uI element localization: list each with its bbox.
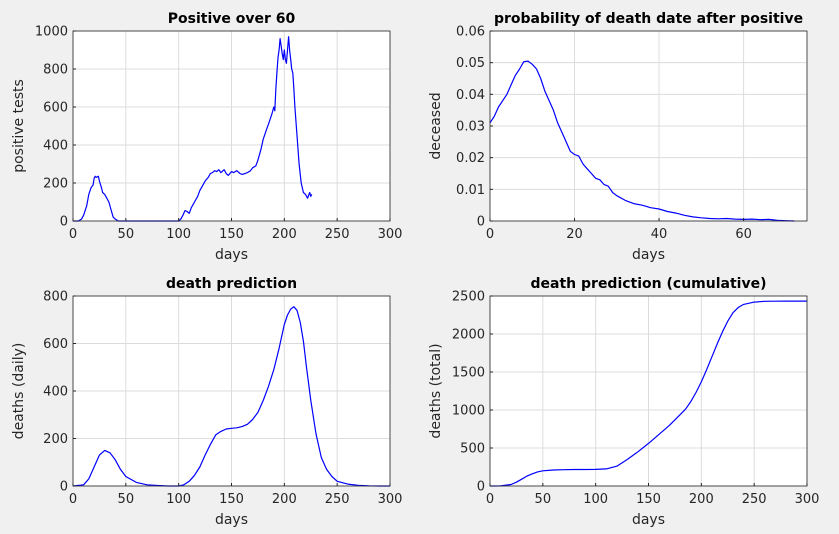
y-tick-label: 0.06: [456, 25, 485, 40]
x-tick-label: 200: [272, 227, 297, 242]
y-tick-label: 0: [60, 480, 68, 495]
series-line-1: [72, 306, 390, 487]
y-tick-label: 600: [43, 337, 68, 352]
y-tick-label: 0: [477, 215, 485, 230]
x-tick-label: 60: [735, 227, 752, 242]
y-tick-label: 0.01: [456, 183, 485, 198]
y-axis-label: positive tests: [11, 79, 27, 173]
x-tick-label: 50: [118, 227, 135, 242]
x-tick-label: 300: [795, 492, 820, 507]
x-tick-label: 250: [325, 492, 350, 507]
chart-title: probability of death date after positive: [494, 11, 803, 27]
subplot-4: 0 50 100 150 200 250 300 0 500 1000 1500 2000 2500 de…: [428, 276, 819, 528]
y-tick-label: 400: [43, 385, 68, 400]
x-tick-label: 0: [69, 227, 77, 242]
y-tick-label: 2000: [452, 328, 485, 343]
x-tick-label: 200: [272, 492, 297, 507]
x-tick-label: 100: [583, 492, 608, 507]
x-axis-label: days: [632, 247, 665, 263]
y-tick-label: 2500: [452, 290, 485, 305]
series-line-1: [489, 60, 795, 222]
y-tick-label: 0: [60, 215, 68, 230]
x-tick-label: 40: [651, 227, 668, 242]
x-tick-label: 300: [378, 492, 403, 507]
y-tick-label: 200: [43, 177, 68, 192]
y-tick-label: 0.03: [456, 120, 485, 135]
y-tick-label: 1000: [452, 404, 485, 419]
series-line-1: [73, 36, 313, 222]
y-tick-label: 200: [43, 432, 68, 447]
x-tick-label: 0: [69, 492, 77, 507]
x-tick-label: 250: [325, 227, 350, 242]
series-line-1: [489, 300, 807, 487]
chart-title: death prediction: [166, 276, 297, 292]
y-axis-label: deaths (total): [428, 343, 444, 438]
y-tick-label: 0: [477, 480, 485, 495]
x-tick-label: 100: [166, 492, 191, 507]
y-axis-label: deaths (daily): [11, 343, 27, 440]
y-axis-label: deceased: [428, 92, 444, 159]
y-tick-label: 0.02: [456, 151, 485, 166]
subplot-3: 0 50 100 150 200 250 300 0 200 400 600 800 death pre…: [11, 276, 402, 528]
x-tick-label: 200: [689, 492, 714, 507]
x-tick-label: 0: [486, 227, 494, 242]
x-tick-label: 150: [219, 492, 244, 507]
chart-title: Positive over 60: [168, 11, 296, 27]
y-tick-label: 1000: [35, 25, 68, 40]
x-tick-label: 250: [742, 492, 767, 507]
y-tick-label: 0.04: [456, 88, 485, 103]
y-tick-label: 400: [43, 139, 68, 154]
x-tick-label: 150: [636, 492, 661, 507]
subplot-1: 0 50 100 150 200 250 300 0 200 400 600 800 1000 Posit…: [11, 11, 402, 263]
x-tick-label: 50: [535, 492, 552, 507]
subplot-2: 0 20 40 60 0 0.01 0.02 0.03 0.04 0.05 0.06 probabil…: [428, 11, 808, 263]
x-tick-label: 150: [219, 227, 244, 242]
chart-title: death prediction (cumulative): [531, 276, 767, 292]
x-axis-label: days: [215, 512, 248, 528]
x-tick-label: 300: [378, 227, 403, 242]
y-tick-label: 1500: [452, 366, 485, 381]
y-tick-label: 0.05: [456, 56, 485, 71]
x-axis-label: days: [632, 512, 665, 528]
y-tick-label: 500: [460, 442, 485, 457]
x-tick-label: 100: [166, 227, 191, 242]
y-tick-label: 800: [43, 290, 68, 305]
y-tick-label: 600: [43, 101, 68, 116]
x-tick-label: 50: [118, 492, 135, 507]
x-tick-label: 20: [566, 227, 583, 242]
x-tick-label: 0: [486, 492, 494, 507]
x-axis-label: days: [215, 247, 248, 263]
y-tick-label: 800: [43, 63, 68, 78]
